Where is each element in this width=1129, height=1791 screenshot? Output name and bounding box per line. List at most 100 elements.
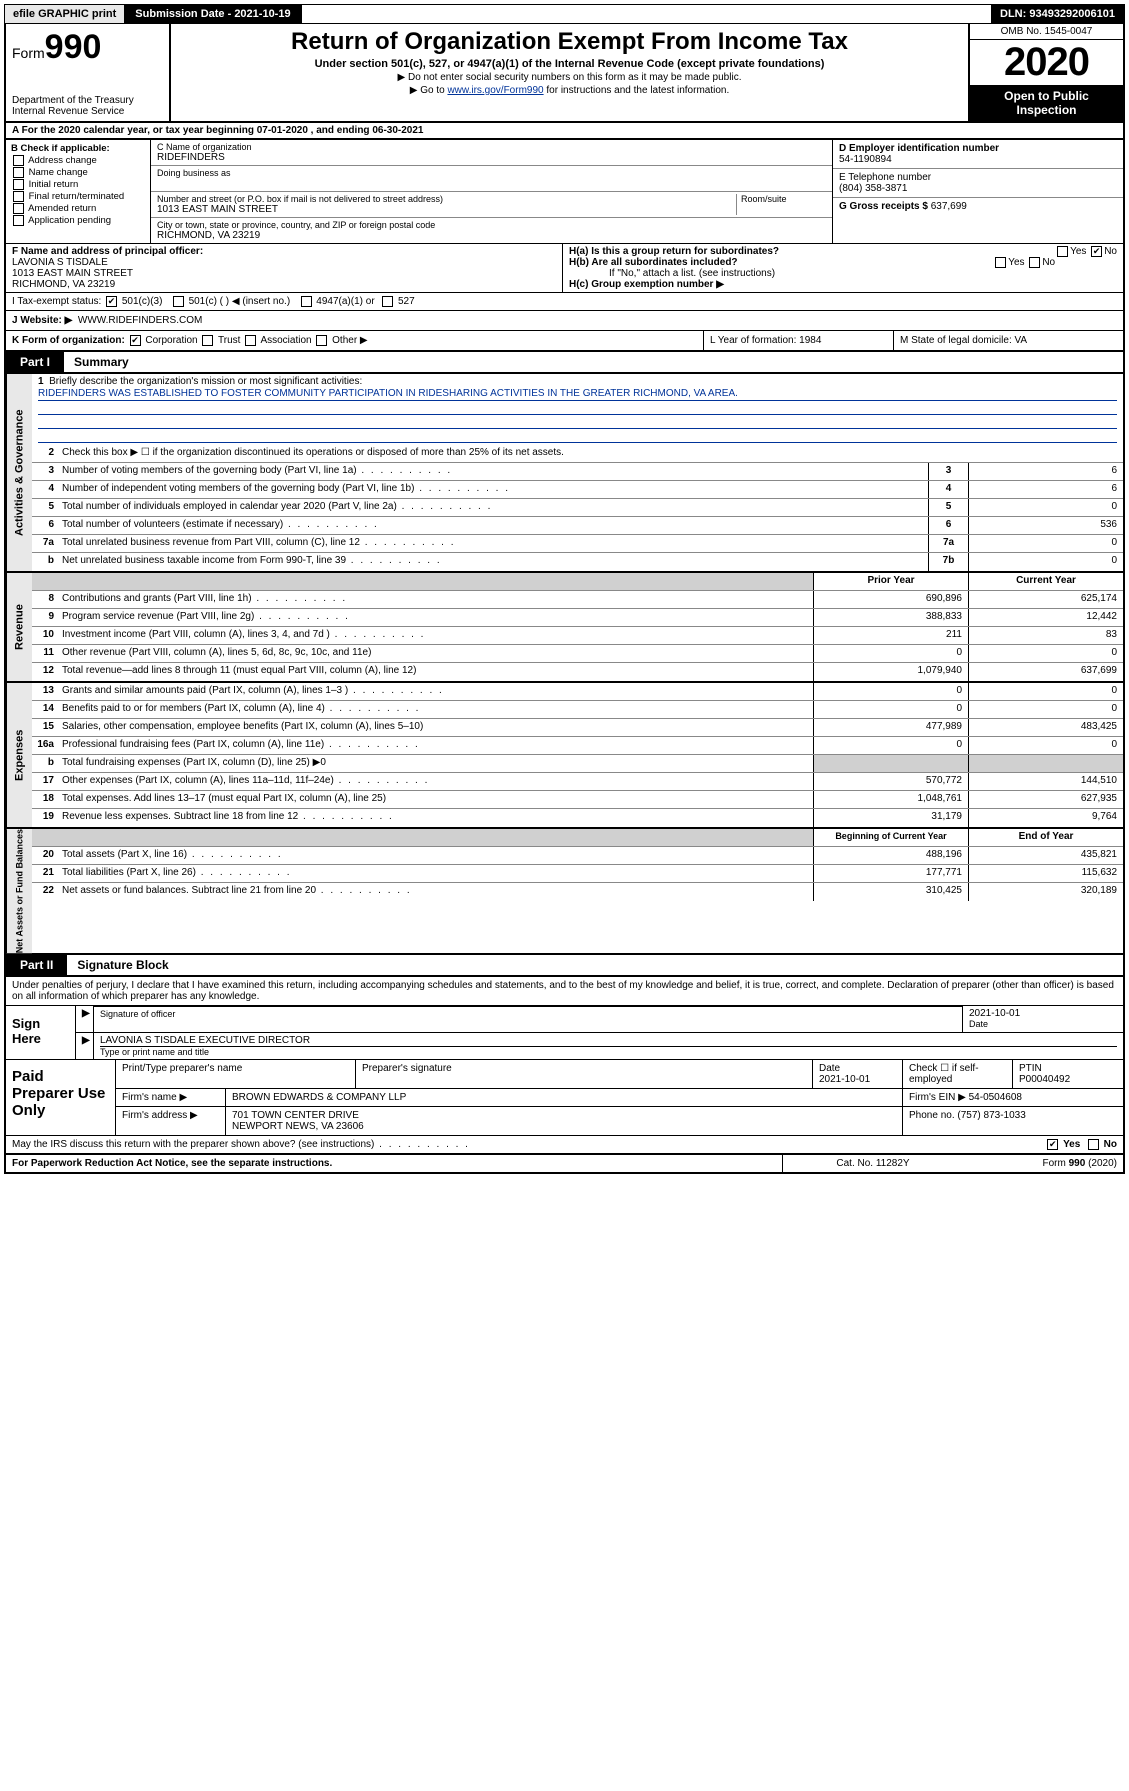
val7b: 0 [968, 553, 1123, 571]
street-row: Number and street (or P.O. box if mail i… [151, 192, 832, 218]
ein-label: D Employer identification number [839, 143, 999, 154]
chk-final-label: Final return/terminated [29, 191, 125, 202]
lbl-other: Other ▶ [332, 335, 367, 346]
firm-phone-label: Phone no. [909, 1110, 955, 1121]
phone-value: (804) 358-3871 [839, 183, 907, 194]
prep-date-hdr: Date [819, 1063, 840, 1074]
chk-name[interactable]: Name change [11, 167, 145, 178]
chk-assoc[interactable] [245, 335, 256, 346]
irs-link[interactable]: www.irs.gov/Form990 [447, 85, 543, 96]
line6: Total number of volunteers (estimate if … [58, 517, 928, 534]
chk-527[interactable] [382, 296, 393, 307]
line16a: Professional fundraising fees (Part IX, … [58, 737, 813, 754]
street-value: 1013 EAST MAIN STREET [157, 204, 736, 215]
website-value: WWW.RIDEFINDERS.COM [78, 315, 202, 326]
line18: Total expenses. Add lines 13–17 (must eq… [58, 791, 813, 808]
chk-501c[interactable] [173, 296, 184, 307]
no-label: No [1104, 1140, 1117, 1151]
cat-no: Cat. No. 11282Y [783, 1155, 963, 1172]
phone-label: E Telephone number [839, 172, 931, 183]
chk-address[interactable]: Address change [11, 155, 145, 166]
box-b: B Check if applicable: Address change Na… [6, 140, 151, 243]
line1-label: Briefly describe the organization's miss… [49, 376, 362, 387]
p16a: 0 [813, 737, 968, 754]
chk-application[interactable]: Application pending [11, 215, 145, 226]
chk-trust[interactable] [202, 335, 213, 346]
discuss-question: May the IRS discuss this return with the… [12, 1139, 470, 1150]
line7b: Net unrelated business taxable income fr… [58, 553, 928, 571]
firm-ein-label: Firm's EIN ▶ [909, 1092, 966, 1103]
city-label: City or town, state or province, country… [157, 220, 826, 230]
row-fh: F Name and address of principal officer:… [4, 243, 1125, 292]
hb-label: H(b) Are all subordinates included? [569, 257, 738, 268]
firm-addr2: NEWPORT NEWS, VA 23606 [232, 1121, 364, 1132]
ptin-hdr: PTIN [1019, 1063, 1042, 1074]
form-subtitle: Under section 501(c), 527, or 4947(a)(1)… [179, 58, 960, 70]
c19: 9,764 [968, 809, 1123, 827]
lbl-501c3: 501(c)(3) [122, 296, 163, 307]
chk-corp[interactable] [130, 335, 141, 346]
chk-final[interactable]: Final return/terminated [11, 191, 145, 202]
line12: Total revenue—add lines 8 through 11 (mu… [58, 663, 813, 681]
discuss-no[interactable] [1088, 1139, 1099, 1150]
street-label: Number and street (or P.O. box if mail i… [157, 194, 736, 204]
c21: 115,632 [968, 865, 1123, 882]
lbl-corp: Corporation [145, 335, 197, 346]
revenue-section: Revenue Prior YearCurrent Year 8Contribu… [4, 573, 1125, 683]
ha-label: H(a) Is this a group return for subordin… [569, 246, 779, 257]
chk-name-label: Name change [29, 167, 88, 178]
topbar-spacer [302, 5, 992, 23]
hdr-prior: Prior Year [813, 573, 968, 590]
hb-no[interactable] [1029, 257, 1040, 268]
city-row: City or town, state or province, country… [151, 218, 832, 243]
hdr-end: End of Year [968, 829, 1123, 846]
form-footer-label: Form [1043, 1158, 1069, 1169]
ein-value: 54-1190894 [839, 154, 892, 165]
p18: 1,048,761 [813, 791, 968, 808]
form-header: Form990 Department of the Treasury Inter… [4, 24, 1125, 123]
efile-label: efile GRAPHIC print [5, 5, 125, 23]
hb-yes[interactable] [995, 257, 1006, 268]
chk-501c3[interactable] [106, 296, 117, 307]
discuss-yes[interactable] [1047, 1139, 1058, 1150]
paid-preparer-row: Paid Preparer Use Only Print/Type prepar… [6, 1059, 1123, 1135]
hdr-beg: Beginning of Current Year [813, 829, 968, 846]
hc-row: H(c) Group exemption number ▶ [569, 279, 1117, 290]
submission-date-btn[interactable]: Submission Date - 2021-10-19 [125, 5, 301, 23]
line7a: Total unrelated business revenue from Pa… [58, 535, 928, 552]
part-i-title: Summary [64, 352, 139, 372]
top-bar: efile GRAPHIC print Submission Date - 20… [4, 4, 1125, 24]
box-b-label: B Check if applicable: [11, 143, 110, 154]
chk-amended[interactable]: Amended return [11, 203, 145, 214]
sign-here-row: Sign Here ▶ Signature of officer 2021-10… [6, 1006, 1123, 1059]
mission-line4 [38, 429, 1117, 443]
ha-no[interactable] [1091, 246, 1102, 257]
form-of-org: K Form of organization: Corporation Trus… [6, 331, 703, 350]
omb-number: OMB No. 1545-0047 [970, 24, 1123, 40]
ptin-val: P00040492 [1019, 1074, 1070, 1085]
c15: 483,425 [968, 719, 1123, 736]
c10: 83 [968, 627, 1123, 644]
sig-date: 2021-10-01 [969, 1008, 1020, 1019]
chk-4947[interactable] [301, 296, 312, 307]
hb-row: H(b) Are all subordinates included? Yes … [569, 257, 1117, 268]
c14: 0 [968, 701, 1123, 718]
chk-initial[interactable]: Initial return [11, 179, 145, 190]
line4: Number of independent voting members of … [58, 481, 928, 498]
line14: Benefits paid to or for members (Part IX… [58, 701, 813, 718]
phone-row: E Telephone number (804) 358-3871 [833, 169, 1123, 198]
line5: Total number of individuals employed in … [58, 499, 928, 516]
c16a: 0 [968, 737, 1123, 754]
p14: 0 [813, 701, 968, 718]
governance-vlabel: Activities & Governance [6, 374, 32, 571]
chk-initial-label: Initial return [29, 179, 79, 190]
gross-receipts-row: G Gross receipts $ 637,699 [833, 198, 1123, 215]
chk-other[interactable] [316, 335, 327, 346]
preparer-name-hdr: Print/Type preparer's name [116, 1060, 356, 1088]
form-label: Form990 [12, 28, 163, 67]
ha-yes[interactable] [1057, 246, 1068, 257]
box-h: H(a) Is this a group return for subordin… [563, 244, 1123, 292]
box-c: C Name of organization RIDEFINDERS Doing… [151, 140, 833, 243]
mission-block: 1 Briefly describe the organization's mi… [32, 374, 1123, 445]
year-formation: L Year of formation: 1984 [703, 331, 893, 350]
